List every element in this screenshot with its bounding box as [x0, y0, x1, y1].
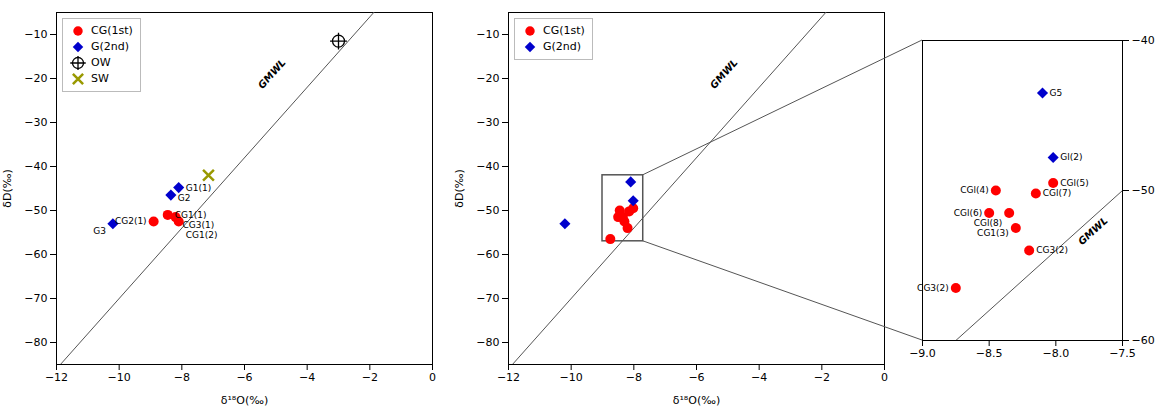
svg-text:−20: −20 [476, 72, 499, 85]
svg-text:CGl(4): CGl(4) [960, 185, 989, 195]
svg-text:CG1(2): CG1(2) [186, 230, 218, 240]
svg-text:−10: −10 [108, 371, 131, 384]
html-text:G(2nd): G(2nd) [543, 40, 582, 53]
svg-text:CG3(2): CG3(2) [1036, 245, 1068, 255]
svg-text:−40: −40 [1132, 34, 1155, 47]
html-text:G(2nd): G(2nd) [91, 40, 130, 53]
svg-text:CG3(2): CG3(2) [917, 283, 949, 293]
svg-text:CG2(1): CG2(1) [115, 216, 147, 226]
svg-text:CGl(5): CGl(5) [1060, 178, 1089, 188]
svg-text:G5: G5 [1050, 88, 1063, 98]
svg-text:−60: −60 [476, 248, 499, 261]
svg-text:CG1(3): CG1(3) [977, 228, 1009, 238]
html-text:CG(1st): CG(1st) [543, 24, 585, 37]
svg-text:−2: −2 [362, 371, 378, 384]
html-text:OW: OW [91, 56, 111, 69]
svg-text:CGl(6): CGl(6) [954, 208, 983, 218]
svg-text:−10: −10 [476, 28, 499, 41]
svg-text:−6: −6 [236, 371, 252, 384]
html-text:SW: SW [91, 72, 109, 85]
svg-text:−10: −10 [560, 371, 583, 384]
svg-text:−70: −70 [476, 292, 499, 305]
svg-text:G3: G3 [93, 226, 106, 236]
svg-text:GMWL: GMWL [1076, 215, 1110, 247]
svg-text:δD(‰): δD(‰) [453, 169, 466, 208]
svg-text:−40: −40 [476, 160, 499, 173]
svg-text:−8.0: −8.0 [1042, 347, 1069, 360]
svg-text:−12: −12 [45, 371, 68, 384]
svg-text:GMWL: GMWL [708, 57, 740, 91]
svg-text:−70: −70 [24, 292, 47, 305]
svg-text:−9.0: −9.0 [909, 347, 936, 360]
svg-text:−30: −30 [24, 116, 47, 129]
svg-text:−7.5: −7.5 [1109, 347, 1136, 360]
svg-text:−10: −10 [24, 28, 47, 41]
svg-text:−50: −50 [24, 204, 47, 217]
svg-text:−6: −6 [688, 371, 704, 384]
svg-text:−50: −50 [1132, 184, 1155, 197]
svg-text:δD(‰): δD(‰) [1, 169, 14, 208]
svg-text:δ¹⁸O(‰): δ¹⁸O(‰) [673, 394, 721, 407]
svg-text:−60: −60 [24, 248, 47, 261]
svg-text:CGl(7): CGl(7) [1043, 188, 1072, 198]
svg-text:GMWL: GMWL [256, 57, 288, 91]
svg-text:−12: −12 [497, 371, 520, 384]
svg-text:δ¹⁸O(‰): δ¹⁸O(‰) [221, 394, 269, 407]
svg-text:G2: G2 [178, 193, 191, 203]
svg-text:Gl(2): Gl(2) [1060, 152, 1082, 162]
svg-text:G1(1): G1(1) [186, 183, 211, 193]
svg-text:CGl(8): CGl(8) [974, 218, 1003, 228]
svg-text:−40: −40 [24, 160, 47, 173]
svg-text:−80: −80 [24, 336, 47, 349]
svg-text:−30: −30 [476, 116, 499, 129]
svg-text:−50: −50 [476, 204, 499, 217]
html-text:CG(1st): CG(1st) [91, 24, 133, 37]
svg-text:CG3(1): CG3(1) [183, 220, 215, 230]
svg-text:0: 0 [429, 371, 436, 384]
svg-text:−4: −4 [751, 371, 767, 384]
svg-text:−8: −8 [174, 371, 190, 384]
svg-text:−8.5: −8.5 [976, 347, 1003, 360]
svg-text:−8: −8 [626, 371, 642, 384]
svg-text:−2: −2 [814, 371, 830, 384]
svg-text:−20: −20 [24, 72, 47, 85]
svg-text:−80: −80 [476, 336, 499, 349]
svg-text:0: 0 [881, 371, 888, 384]
svg-text:−4: −4 [299, 371, 315, 384]
svg-text:CG1(1): CG1(1) [175, 210, 207, 220]
svg-text:−60: −60 [1132, 334, 1155, 347]
